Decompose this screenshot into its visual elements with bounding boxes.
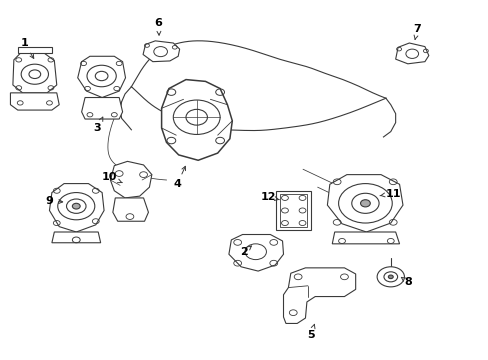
Text: 6: 6 xyxy=(154,18,163,35)
Polygon shape xyxy=(81,98,122,119)
Polygon shape xyxy=(10,93,59,110)
Polygon shape xyxy=(143,41,179,62)
Text: 8: 8 xyxy=(401,277,411,287)
Polygon shape xyxy=(18,47,52,53)
Text: 9: 9 xyxy=(45,196,62,206)
Circle shape xyxy=(360,200,369,207)
Text: 2: 2 xyxy=(239,246,251,257)
Text: 3: 3 xyxy=(93,117,102,133)
Polygon shape xyxy=(327,175,402,232)
Text: 10: 10 xyxy=(101,172,122,183)
Circle shape xyxy=(72,203,80,209)
Polygon shape xyxy=(49,184,104,232)
Bar xyxy=(280,194,307,227)
Polygon shape xyxy=(331,232,399,244)
Polygon shape xyxy=(13,53,57,93)
Polygon shape xyxy=(78,56,125,98)
Polygon shape xyxy=(52,232,101,243)
Polygon shape xyxy=(161,80,232,160)
Polygon shape xyxy=(113,198,148,221)
Polygon shape xyxy=(228,234,283,271)
Polygon shape xyxy=(110,161,152,198)
Text: 11: 11 xyxy=(379,189,400,199)
Text: 12: 12 xyxy=(261,192,279,202)
Circle shape xyxy=(376,267,404,287)
Polygon shape xyxy=(395,43,428,64)
Text: 4: 4 xyxy=(173,166,185,189)
Text: 5: 5 xyxy=(306,324,314,340)
Bar xyxy=(276,191,311,230)
Circle shape xyxy=(387,275,392,279)
Text: 1: 1 xyxy=(20,38,34,58)
Text: 7: 7 xyxy=(413,24,421,40)
Polygon shape xyxy=(283,268,355,323)
